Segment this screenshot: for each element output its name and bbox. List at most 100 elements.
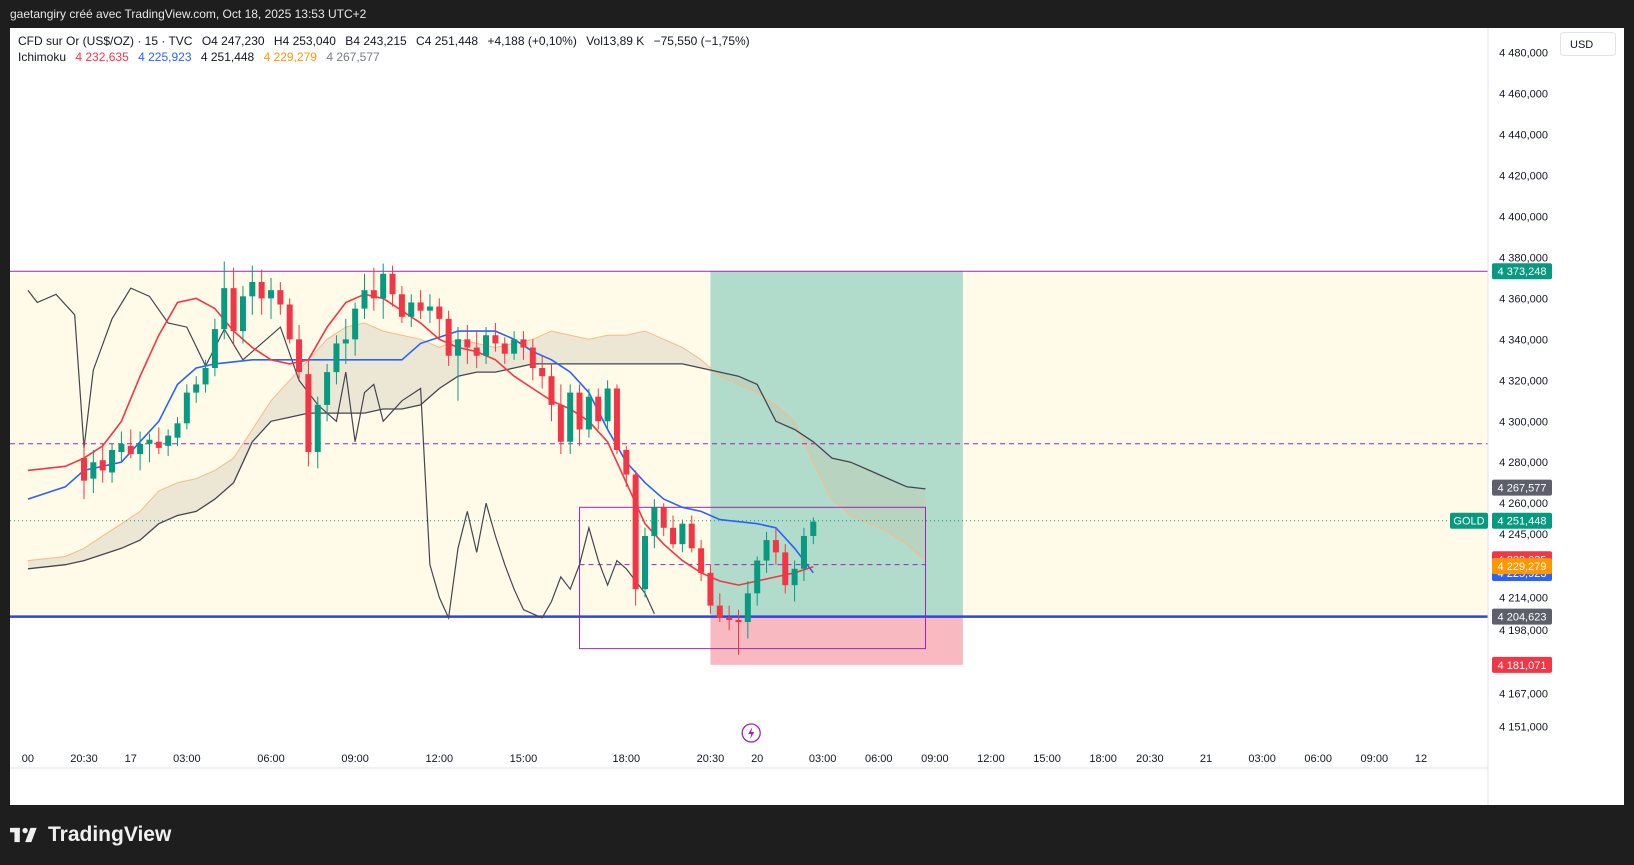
candle-body <box>810 521 817 536</box>
candle-body <box>389 273 396 295</box>
price-chart[interactable]: 4 480,000 4 460,000 4 440,000 4 420,000 4 40… <box>10 28 1624 805</box>
candle-body <box>688 523 695 549</box>
candle-body <box>296 339 303 373</box>
candle-body <box>744 593 751 623</box>
candle-body <box>286 304 293 340</box>
legend-change: +4,188 (+0,10%) <box>487 34 577 48</box>
y-tick-label: 4 360,000 <box>1499 293 1548 305</box>
x-tick-label: 12:00 <box>977 753 1005 765</box>
indicator-name[interactable]: Ichimoku <box>18 50 67 64</box>
candle-body <box>211 329 218 369</box>
x-tick-label: 12 <box>1415 753 1427 765</box>
candle-body <box>146 439 153 444</box>
price-label-bg <box>1492 512 1552 529</box>
y-tick-label: 4 320,000 <box>1499 375 1548 387</box>
candle-body <box>707 572 714 606</box>
candle-body <box>473 347 480 356</box>
price-label-bg <box>1492 263 1552 280</box>
candle-body <box>202 368 209 385</box>
candle-body <box>604 388 611 422</box>
candle-body <box>492 335 499 344</box>
price-label: 4 181,071 <box>1498 660 1547 672</box>
candle-body <box>772 540 779 553</box>
candle-body <box>782 552 789 586</box>
currency-button[interactable]: USD <box>1560 32 1616 56</box>
legend-symbol[interactable]: CFD sur Or (US$/OZ) · 15 · TVC <box>18 34 193 48</box>
chikou-span-line <box>27 287 655 621</box>
candle-body <box>632 474 639 590</box>
y-tick-label: 4 280,000 <box>1499 457 1548 469</box>
candle-body <box>417 302 424 311</box>
x-tick-label: 20 <box>751 753 763 765</box>
candle-body <box>567 392 574 442</box>
candle-body <box>408 302 415 317</box>
x-tick-label: 03:00 <box>809 753 837 765</box>
x-tick-label: 09:00 <box>341 753 369 765</box>
candle-body <box>679 523 686 545</box>
y-tick-label: 4 300,000 <box>1499 416 1548 428</box>
candle-body <box>127 445 134 455</box>
candle-body <box>380 273 387 299</box>
kijun-sen-line <box>27 330 814 574</box>
candle-body <box>174 423 181 438</box>
range-box <box>579 506 926 650</box>
ichimoku-value-span-a: 4 229,279 <box>263 50 317 64</box>
ichimoku-value-tenkan: 4 232,635 <box>75 50 129 64</box>
symbol-tag-bg <box>1450 512 1488 529</box>
price-label: 4 267,577 <box>1498 483 1547 495</box>
candle-body <box>557 404 564 442</box>
footer-brand: TradingView <box>48 823 172 846</box>
candle-body <box>249 281 256 297</box>
legend-ichimoku: Ichimoku 4 232,635 4 225,923 4 251,448 4… <box>18 50 386 64</box>
x-tick-label: 06:00 <box>1304 753 1332 765</box>
candle-body <box>791 568 798 586</box>
x-tick-label: 09:00 <box>1361 753 1389 765</box>
legend-open: O4 247,230 <box>201 34 265 48</box>
candle-body <box>324 372 331 405</box>
candle-body <box>99 460 106 471</box>
price-label-bg <box>1492 479 1552 496</box>
candle-body <box>464 339 471 348</box>
candle-body <box>642 535 648 590</box>
candle-body <box>445 318 452 356</box>
x-tick-label: 18:00 <box>1089 753 1117 765</box>
x-tick-label: 15:00 <box>510 753 538 765</box>
senkou-span-b-line <box>27 363 926 570</box>
y-tick-label: 4 460,000 <box>1499 89 1548 101</box>
candle-body <box>137 443 144 455</box>
y-tick-label: 4 340,000 <box>1499 334 1548 346</box>
candle-body <box>483 335 490 356</box>
candle-body <box>585 396 592 430</box>
y-tick-label: 4 420,000 <box>1499 170 1548 182</box>
legend-volume-change: −75,550 (−1,75%) <box>653 34 750 48</box>
x-tick-label: 17 <box>125 753 137 765</box>
x-tick-label: 20:30 <box>70 753 98 765</box>
x-tick-label: 03:00 <box>173 753 201 765</box>
candle-body <box>735 619 742 623</box>
candle-body <box>670 527 677 545</box>
candle-body <box>800 535 807 569</box>
candle-body <box>529 347 536 369</box>
candle-body <box>754 560 761 594</box>
candle-body <box>370 290 377 299</box>
x-tick-label: 06:00 <box>257 753 285 765</box>
candle-body <box>165 435 172 446</box>
chart-frame[interactable]: 4 480,000 4 460,000 4 440,000 4 420,000 4 40… <box>10 28 1624 805</box>
price-label: 4 373,248 <box>1498 266 1547 278</box>
candle-body <box>595 396 602 422</box>
y-tick-label: 4 151,000 <box>1499 721 1548 733</box>
x-tick-label: 20:30 <box>1136 753 1164 765</box>
candle-body <box>305 374 312 452</box>
price-label: 4 204,623 <box>1498 612 1547 624</box>
candle-body <box>698 548 705 573</box>
x-tick-label: 20:30 <box>697 753 725 765</box>
candle-body <box>221 288 228 330</box>
candle-body <box>183 392 190 424</box>
candle-body <box>455 339 461 356</box>
legend-ohlc: CFD sur Or (US$/OZ) · 15 · TVC O4 247,23… <box>18 34 756 48</box>
y-tick-label: 4 167,000 <box>1499 689 1548 701</box>
candle-body <box>342 339 349 344</box>
symbol-tag: GOLD <box>1453 516 1484 528</box>
attribution-text: gaetangiry créé avec TradingView.com, Oc… <box>10 7 367 21</box>
y-tick-label: 4 480,000 <box>1499 48 1548 60</box>
